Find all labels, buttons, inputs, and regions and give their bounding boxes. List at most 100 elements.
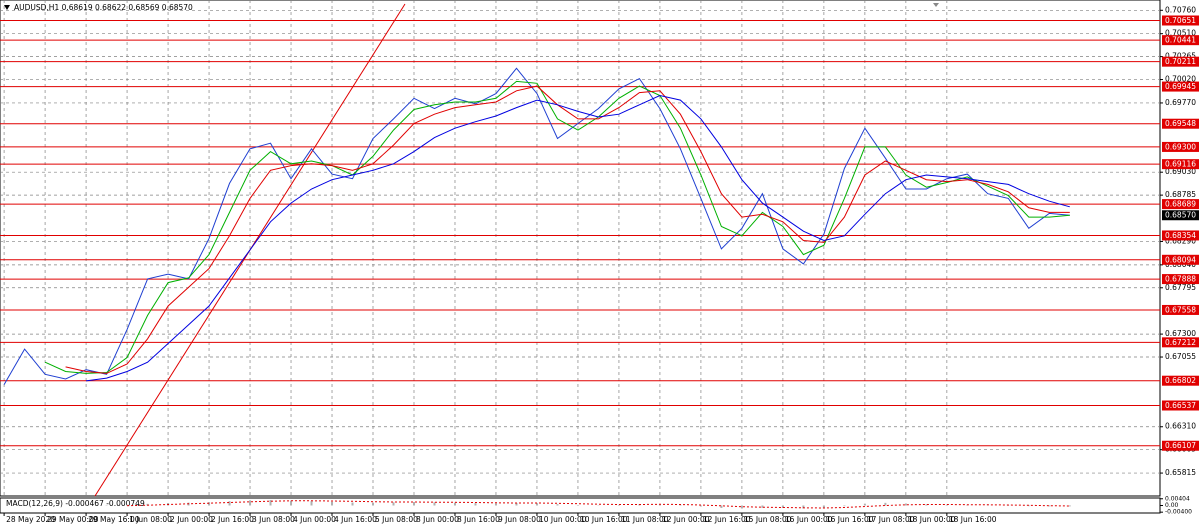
macd-bar — [761, 505, 764, 508]
macd-bar — [1068, 505, 1071, 507]
macd-bar — [904, 503, 907, 506]
y-tick-label: 0.70265 — [1165, 52, 1196, 61]
main-frame — [0, 0, 1161, 497]
level-label: 0.70651 — [1165, 16, 1196, 25]
level-tag — [1162, 15, 1199, 26]
macd-bar — [85, 505, 88, 506]
y-tick-label: 0.67055 — [1165, 352, 1196, 361]
level-tag — [1162, 118, 1199, 129]
level-label: 0.66537 — [1165, 401, 1196, 410]
x-tick-label: 12 Jun 00:00 — [662, 515, 710, 524]
macd-bar — [535, 503, 538, 506]
y-tick-label: 0.67300 — [1165, 329, 1196, 338]
macd-bar — [372, 502, 375, 506]
series-line — [3, 67, 1070, 385]
macd-bar — [720, 505, 723, 508]
level-tag — [1162, 81, 1199, 92]
x-tick-label: 8 Jun 00:00 — [416, 515, 459, 524]
level-tag — [1162, 254, 1199, 265]
y-tick-label: 0.69770 — [1165, 98, 1196, 107]
y-tick-label: 0.00 — [1165, 502, 1179, 509]
y-tick-label: 0.65815 — [1165, 468, 1196, 477]
price-tag — [1162, 210, 1199, 221]
macd-bar — [474, 503, 477, 506]
series-line — [44, 80, 1070, 374]
x-tick-label: 17 Jun 08:00 — [867, 515, 915, 524]
x-tick-label: 4 Jun 00:00 — [293, 515, 336, 524]
x-tick-label: 9 Jun 08:00 — [498, 515, 541, 524]
macd-bar — [740, 505, 743, 509]
level-label: 0.69116 — [1165, 160, 1196, 169]
level-tag — [1162, 337, 1199, 348]
level-tag — [1162, 35, 1199, 46]
x-tick-label: 16 Jun 16:00 — [826, 515, 874, 524]
y-tick-label: 0.70510 — [1165, 29, 1196, 38]
x-tick-label: 2 Jun 16:00 — [211, 515, 254, 524]
macd-bar — [290, 500, 293, 506]
x-tick-label: 18 Jun 16:00 — [949, 515, 997, 524]
x-tick-label: 8 Jun 16:00 — [457, 515, 500, 524]
y-tick-label: -0.00400 — [1165, 509, 1192, 516]
macd-bar — [433, 502, 436, 506]
level-tag — [1162, 141, 1199, 152]
series-line — [86, 94, 1070, 382]
macd-bar — [228, 501, 231, 506]
level-tag — [1162, 400, 1199, 411]
macd-bar — [884, 502, 887, 506]
level-label: 0.70211 — [1165, 57, 1196, 66]
macd-bar — [822, 505, 825, 509]
macd-bar — [1027, 505, 1030, 507]
macd-bar — [945, 504, 948, 506]
level-label: 0.69945 — [1165, 82, 1196, 91]
x-tick-label: 4 Jun 16:00 — [334, 515, 377, 524]
x-tick-label: 2 Jun 00:00 — [170, 515, 213, 524]
y-tick-label: 0.70760 — [1165, 5, 1196, 14]
macd-bar — [802, 505, 805, 509]
y-tick-label: 0.66310 — [1165, 422, 1196, 431]
level-label: 0.69548 — [1165, 119, 1196, 128]
x-tick-label: 28 May 2020 — [6, 515, 55, 524]
price-label: 0.68570 — [1165, 211, 1196, 220]
x-tick-label: 12 Jun 16:00 — [703, 515, 751, 524]
y-tick-label: 0.68290 — [1165, 236, 1196, 245]
level-tag — [1162, 440, 1199, 451]
x-tick-label: 3 Jun 08:00 — [252, 515, 295, 524]
x-tick-label: 11 Jun 08:00 — [621, 515, 669, 524]
macd-bar — [515, 503, 518, 506]
level-label: 0.70441 — [1165, 36, 1196, 45]
level-label: 0.67558 — [1165, 305, 1196, 314]
level-label: 0.66107 — [1165, 441, 1196, 450]
macd-bar — [679, 504, 682, 506]
macd-bar — [925, 504, 928, 506]
series-line — [127, 500, 1070, 509]
level-tag — [1162, 159, 1199, 170]
y-tick-label: 0.67795 — [1165, 283, 1196, 292]
macd-bar — [966, 505, 969, 506]
macd-frame — [0, 497, 1161, 514]
y-tick-label: 0.69030 — [1165, 167, 1196, 176]
macd-bar — [351, 502, 354, 506]
level-label: 0.67888 — [1165, 275, 1196, 284]
level-tag — [1162, 230, 1199, 241]
macd-bar — [310, 501, 313, 506]
macd-bar — [126, 504, 129, 506]
macd-bar — [331, 501, 334, 506]
macd-title: MACD(12,26,9) -0.000467 -0.000749 — [6, 499, 145, 508]
level-label: 0.69300 — [1165, 142, 1196, 151]
x-tick-label: 18 Jun 00:00 — [908, 515, 956, 524]
macd-bar — [453, 502, 456, 506]
macd-bar — [208, 502, 211, 506]
macd-bar — [494, 503, 497, 506]
macd-bar — [269, 500, 272, 506]
macd-bar — [249, 500, 252, 506]
macd-bar — [556, 504, 559, 506]
macd-bar — [699, 505, 702, 507]
macd-bar — [412, 502, 415, 506]
y-tick-label: 0.68785 — [1165, 190, 1196, 199]
chart-title: AUDUSD,H1 0.68619 0.68622 0.68569 0.6857… — [14, 3, 193, 12]
level-label: 0.68689 — [1165, 200, 1196, 209]
x-tick-label: 5 Jun 08:00 — [375, 515, 418, 524]
level-tag — [1162, 304, 1199, 315]
macd-bar — [392, 502, 395, 506]
